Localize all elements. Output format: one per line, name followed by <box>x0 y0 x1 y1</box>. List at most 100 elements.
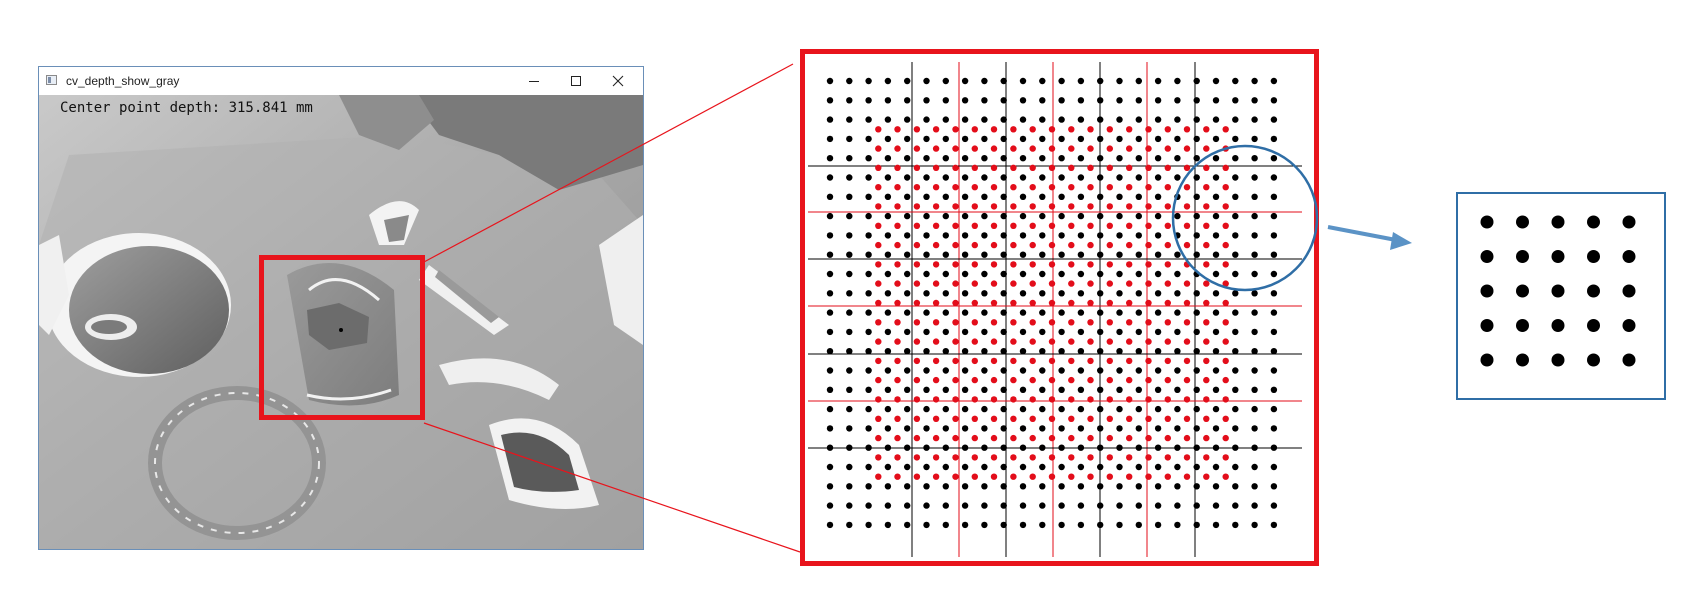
black-point <box>1039 97 1046 104</box>
red-point <box>1222 434 1229 442</box>
red-point <box>1183 280 1191 287</box>
black-point <box>942 77 949 85</box>
black-point <box>961 270 969 278</box>
black-point <box>923 521 930 529</box>
black-point <box>1154 425 1162 432</box>
red-point <box>932 280 940 287</box>
black-point <box>1251 483 1258 490</box>
maximize-button[interactable] <box>555 67 597 95</box>
black-point <box>1232 348 1239 355</box>
black-point <box>1154 251 1162 258</box>
red-point <box>1106 473 1114 480</box>
red-point <box>1145 164 1152 171</box>
black-point <box>846 405 853 413</box>
red-point <box>1203 203 1210 210</box>
black-point <box>1135 193 1143 200</box>
black-point <box>1039 367 1046 374</box>
red-point <box>894 299 901 307</box>
black-point <box>961 386 969 393</box>
minimize-button[interactable] <box>513 67 555 95</box>
red-point <box>1087 434 1094 442</box>
red-point <box>932 261 940 268</box>
red-point <box>875 145 882 152</box>
red-point <box>1068 415 1075 422</box>
detail-point <box>1480 353 1494 367</box>
black-point <box>923 348 930 355</box>
black-point <box>1251 405 1258 413</box>
red-point <box>1087 280 1094 287</box>
black-point <box>1000 155 1007 162</box>
red-point <box>1164 184 1172 191</box>
black-point <box>1019 328 1027 336</box>
red-point <box>1203 164 1210 171</box>
black-point <box>1174 251 1181 258</box>
red-point <box>952 319 959 326</box>
window-titlebar[interactable]: cv_depth_show_gray <box>39 67 643 95</box>
black-point <box>923 232 930 239</box>
detail-point <box>1622 215 1636 229</box>
black-point <box>1116 483 1123 490</box>
red-point <box>1126 434 1133 442</box>
black-point <box>1135 290 1143 297</box>
black-point <box>1039 193 1046 200</box>
black-point <box>1251 116 1258 123</box>
detail-point <box>1587 250 1600 263</box>
black-point <box>1212 348 1220 355</box>
black-point <box>981 309 988 316</box>
red-point <box>952 454 959 461</box>
black-point <box>1174 174 1181 181</box>
black-point <box>1019 386 1027 393</box>
black-point <box>1270 309 1278 316</box>
black-point <box>1193 193 1200 200</box>
black-point <box>904 212 911 220</box>
black-point <box>1232 328 1239 336</box>
depth-image[interactable]: Center point depth: 315.841 mm <box>39 95 643 549</box>
black-point <box>1077 232 1085 239</box>
close-button[interactable] <box>597 67 639 95</box>
red-point <box>1126 415 1133 422</box>
red-point <box>971 145 978 152</box>
red-point <box>1183 222 1191 229</box>
red-point <box>1164 319 1172 326</box>
black-point <box>865 290 872 297</box>
detail-point <box>1551 250 1565 263</box>
black-point <box>1116 232 1123 239</box>
black-point <box>981 290 988 297</box>
red-point <box>1183 415 1191 422</box>
red-point <box>1106 376 1114 384</box>
black-point <box>1251 97 1258 104</box>
zoom-panel-frame <box>800 49 1319 566</box>
black-point <box>961 116 969 123</box>
red-point <box>1203 299 1210 307</box>
black-point <box>1212 425 1220 432</box>
black-point <box>1000 77 1007 85</box>
black-point <box>981 77 988 85</box>
red-point <box>932 357 940 365</box>
black-point <box>865 405 872 413</box>
black-point <box>865 97 872 104</box>
red-point <box>1183 376 1191 384</box>
red-point <box>1126 280 1133 287</box>
red-point <box>1126 145 1133 152</box>
black-point <box>1058 425 1065 432</box>
black-point <box>1097 174 1104 181</box>
red-point <box>1126 222 1133 229</box>
black-point <box>942 193 949 200</box>
red-point <box>894 203 901 210</box>
black-point <box>1077 212 1085 220</box>
black-point <box>1193 405 1200 413</box>
depth-window: cv_depth_show_gray <box>38 66 644 550</box>
red-point <box>971 261 978 268</box>
black-point <box>1039 386 1046 393</box>
black-point <box>1270 155 1278 162</box>
black-point <box>961 232 969 239</box>
red-point <box>1183 126 1191 133</box>
black-point <box>1232 270 1239 278</box>
black-point <box>1019 483 1027 490</box>
red-point <box>1203 473 1210 480</box>
red-point <box>1010 396 1017 403</box>
red-point <box>990 319 998 326</box>
black-point <box>1193 116 1200 123</box>
black-point <box>846 483 853 490</box>
black-point <box>1154 232 1162 239</box>
